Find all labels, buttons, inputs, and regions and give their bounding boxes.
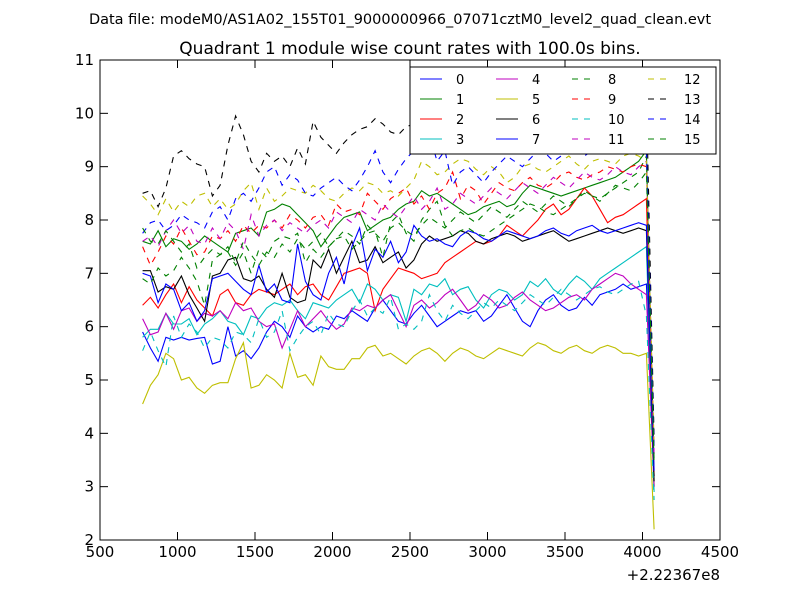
legend-label: 0 [456, 73, 464, 88]
legend-entry-13: 13 [648, 93, 701, 108]
legend-entry-4: 4 [496, 73, 540, 88]
legend-entry-5: 5 [496, 93, 540, 108]
y-tick-label: 2 [84, 531, 94, 549]
series-line-2 [142, 187, 655, 477]
legend-entry-2: 2 [420, 113, 464, 128]
series-line-0 [142, 283, 655, 477]
legend-entry-3: 3 [420, 133, 464, 148]
legend-label: 1 [456, 93, 464, 108]
series-line-7 [142, 222, 655, 471]
series-line-12 [142, 152, 655, 445]
series-line-4 [142, 272, 655, 487]
x-tick-label: 4500 [701, 543, 739, 561]
x-tick-label: 2000 [313, 543, 351, 561]
x-tick-label: 1000 [158, 543, 196, 561]
legend-label: 15 [684, 133, 701, 148]
chart-title: Quadrant 1 module wise count rates with … [179, 39, 640, 59]
series-line-8 [142, 155, 655, 466]
series-line-5 [142, 340, 655, 530]
x-tick-label: 500 [86, 543, 115, 561]
x-tick-label: 1500 [236, 543, 274, 561]
legend-entry-1: 1 [420, 93, 464, 108]
y-tick-label: 4 [84, 424, 94, 442]
legend-entry-12: 12 [648, 73, 701, 88]
legend-label: 3 [456, 133, 464, 148]
legend-label: 12 [684, 73, 701, 88]
y-tick-label: 6 [84, 318, 94, 336]
legend-entry-7: 7 [496, 133, 540, 148]
y-tick-label: 8 [84, 211, 94, 229]
legend-label: 9 [608, 93, 616, 108]
legend-entry-11: 11 [572, 133, 625, 148]
legend-label: 6 [532, 113, 540, 128]
legend-label: 4 [532, 73, 540, 88]
legend-label: 11 [608, 133, 625, 148]
legend-entry-9: 9 [572, 93, 616, 108]
chart-suptitle: Data file: modeM0/AS1A02_155T01_90000009… [89, 12, 711, 28]
series-line-10 [142, 280, 655, 501]
series-line-6 [142, 227, 655, 482]
legend-label: 13 [684, 93, 701, 108]
legend-entry-6: 6 [496, 113, 540, 128]
y-tick-label: 9 [84, 158, 94, 176]
legend-entry-0: 0 [420, 73, 464, 88]
legend-label: 7 [532, 133, 540, 148]
legend-label: 10 [608, 113, 625, 128]
y-tick-label: 10 [75, 104, 94, 122]
y-tick-label: 5 [84, 371, 94, 389]
legend-label: 8 [608, 73, 616, 88]
series-line-3 [142, 245, 655, 493]
legend-label: 2 [456, 113, 464, 128]
legend-entry-10: 10 [572, 113, 625, 128]
y-tick-label: 7 [84, 264, 94, 282]
x-tick-label: 2500 [391, 543, 429, 561]
x-tick-label: 3500 [546, 543, 584, 561]
x-offset-label: +2.22367e8 [627, 566, 720, 584]
legend-entry-8: 8 [572, 73, 616, 88]
legend-entry-14: 14 [648, 113, 701, 128]
x-tick-label: 3000 [468, 543, 506, 561]
legend-label: 5 [532, 93, 540, 108]
y-tick-label: 3 [84, 478, 94, 496]
axis-ticks: 500 1000 1500 2000 2500 3000 3500 4000 4500 2 3 4 5 6… [75, 51, 739, 561]
x-tick-label: 4000 [623, 543, 661, 561]
series-line-9 [142, 163, 655, 461]
legend-entry-15: 15 [648, 133, 701, 148]
y-tick-label: 11 [75, 51, 94, 69]
series-line-15 [142, 170, 655, 461]
legend-label: 14 [684, 113, 701, 128]
